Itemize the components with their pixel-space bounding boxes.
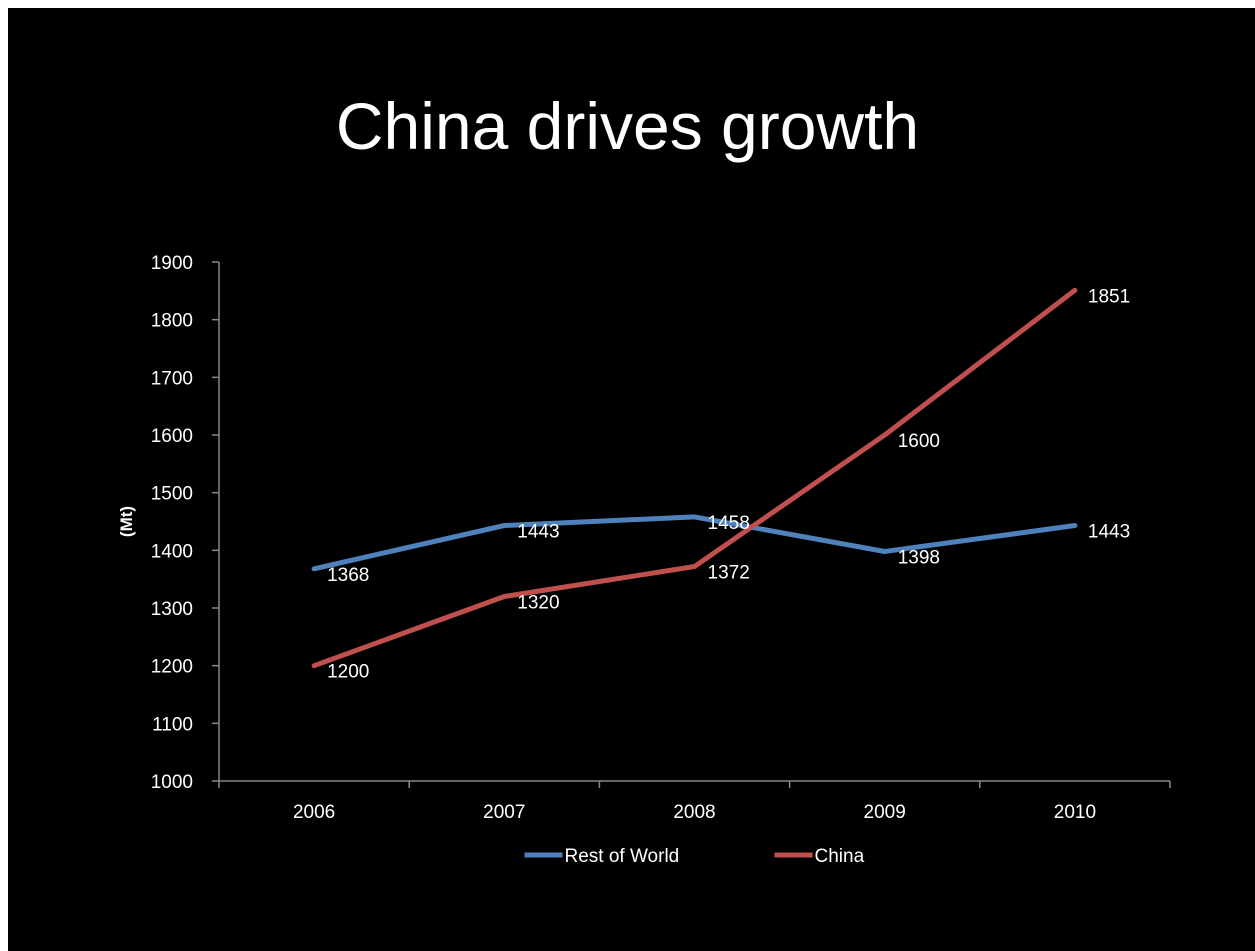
- data-label: 1443: [1088, 522, 1130, 543]
- legend-label: China: [815, 846, 865, 867]
- y-tick-label: 1300: [151, 599, 193, 620]
- y-tick-label: 1200: [151, 657, 193, 678]
- data-label: 1398: [898, 547, 940, 568]
- x-tick-label: 2007: [483, 802, 525, 823]
- y-tick-label: 1000: [151, 772, 193, 793]
- y-tick-label: 1700: [151, 368, 193, 389]
- chart-axes: 1000 1100 1200 1300 1400 1500 1600 1700 1800 1900…: [117, 253, 1171, 823]
- data-label: 1368: [327, 565, 369, 586]
- y-tick-label: 1800: [151, 311, 193, 332]
- series-line-rest-of-world: [311, 514, 1078, 572]
- chart-legend: Rest of World China: [524, 846, 865, 867]
- y-axis-title: (Mt): [117, 506, 136, 537]
- data-label: 1372: [708, 562, 750, 583]
- y-tick-label: 1400: [151, 541, 193, 562]
- series-lines: [311, 287, 1078, 669]
- slide-title: China drives growth: [335, 89, 920, 163]
- data-label: 1458: [708, 513, 750, 534]
- data-label: 1200: [327, 662, 369, 683]
- x-tick-label: 2009: [864, 802, 906, 823]
- x-tick-label: 2008: [673, 802, 715, 823]
- data-label: 1851: [1088, 286, 1130, 307]
- y-tick-label: 1100: [152, 714, 193, 735]
- y-tick-label: 1900: [151, 253, 193, 274]
- y-tick-label: 1500: [151, 484, 193, 505]
- y-tick-label: 1600: [151, 426, 193, 447]
- data-label: 1320: [517, 592, 559, 613]
- data-labels: 1368 1443 1458 1398 1443 1200 1320 1372 1600 1851: [327, 286, 1130, 682]
- x-tick-label: 2006: [293, 802, 335, 823]
- data-label: 1443: [517, 522, 559, 543]
- series-line-china: [311, 287, 1078, 669]
- slide-background: [8, 8, 1255, 951]
- legend-label: Rest of World: [565, 846, 680, 867]
- data-label: 1600: [898, 431, 940, 452]
- x-tick-label: 2010: [1054, 802, 1096, 823]
